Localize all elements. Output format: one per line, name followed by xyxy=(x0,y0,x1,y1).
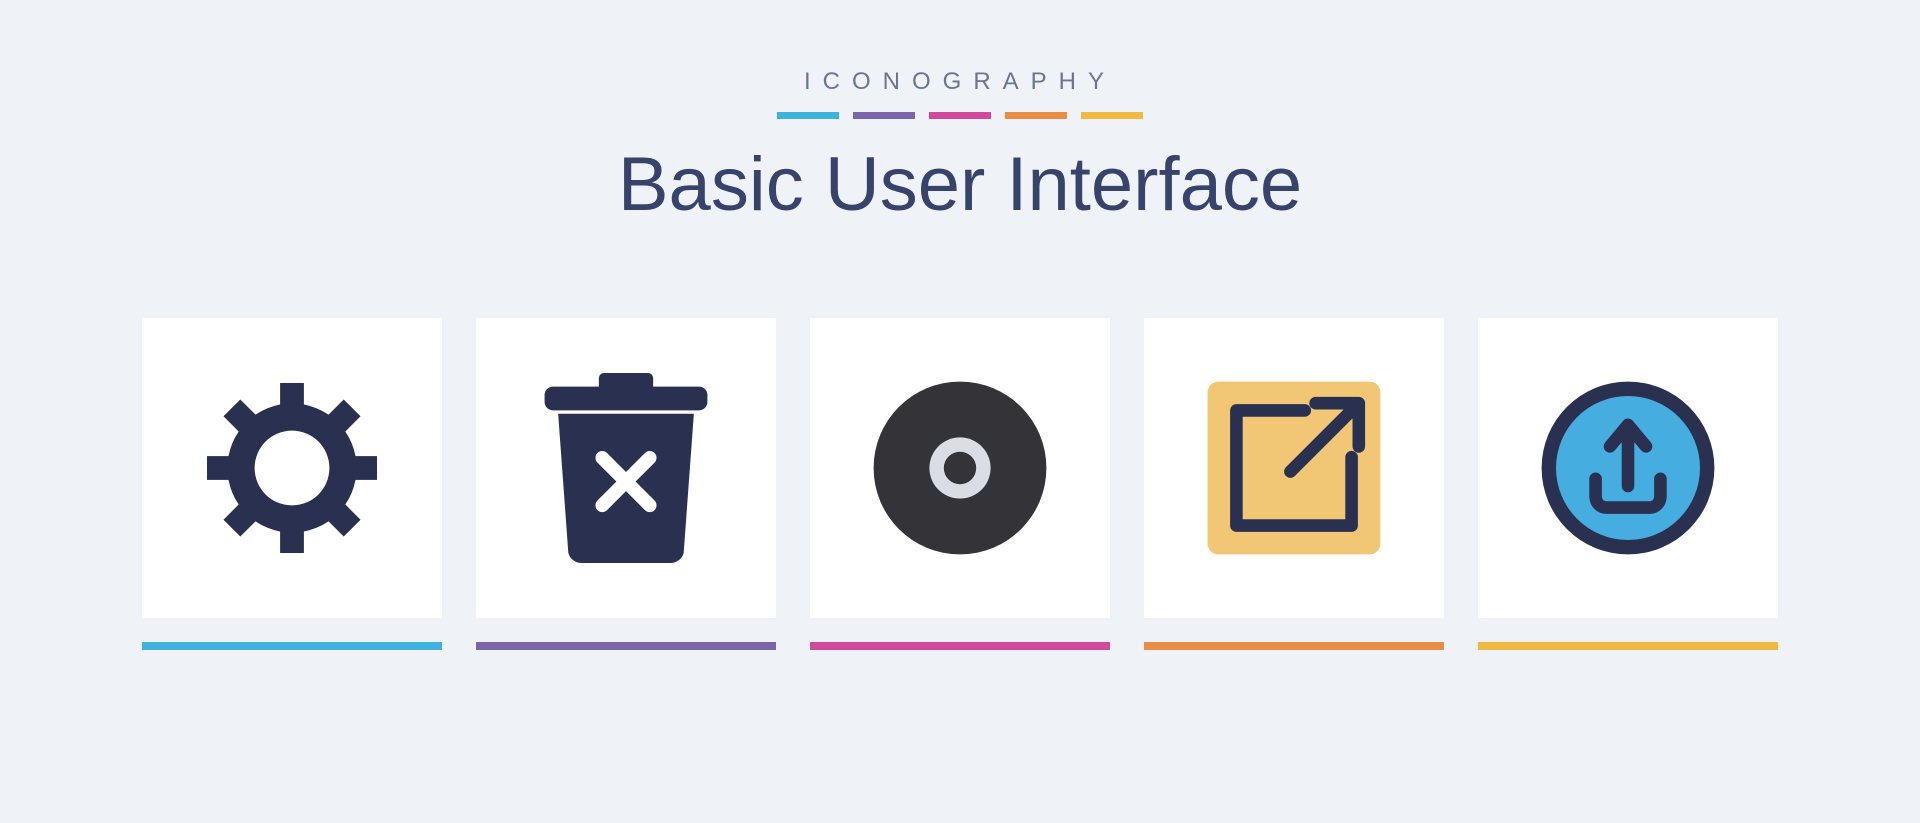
accent-swatch xyxy=(929,112,991,119)
accent-strip xyxy=(0,112,1920,119)
icon-card-row xyxy=(0,318,1920,650)
card-accent xyxy=(810,642,1110,650)
card-accent xyxy=(1144,642,1444,650)
accent-swatch xyxy=(853,112,915,119)
icon-tile xyxy=(1144,318,1444,618)
external-link-icon xyxy=(1204,378,1384,558)
page-title: Basic User Interface xyxy=(0,141,1920,228)
icon-card xyxy=(1478,318,1778,650)
header: ICONOGRAPHY Basic User Interface xyxy=(0,0,1920,228)
accent-swatch xyxy=(1005,112,1067,119)
record-circle-icon xyxy=(870,378,1050,558)
icon-tile xyxy=(810,318,1110,618)
card-accent xyxy=(1478,642,1778,650)
icon-card xyxy=(810,318,1110,650)
accent-swatch xyxy=(1081,112,1143,119)
icon-tile xyxy=(1478,318,1778,618)
icon-tile xyxy=(476,318,776,618)
card-accent xyxy=(476,642,776,650)
card-accent xyxy=(142,642,442,650)
trash-delete-icon xyxy=(541,373,711,563)
eyebrow-label: ICONOGRAPHY xyxy=(0,68,1920,96)
icon-tile xyxy=(142,318,442,618)
icon-card xyxy=(476,318,776,650)
accent-swatch xyxy=(777,112,839,119)
settings-gear-icon xyxy=(207,383,377,553)
upload-circle-icon xyxy=(1538,378,1718,558)
icon-card xyxy=(142,318,442,650)
icon-card xyxy=(1144,318,1444,650)
